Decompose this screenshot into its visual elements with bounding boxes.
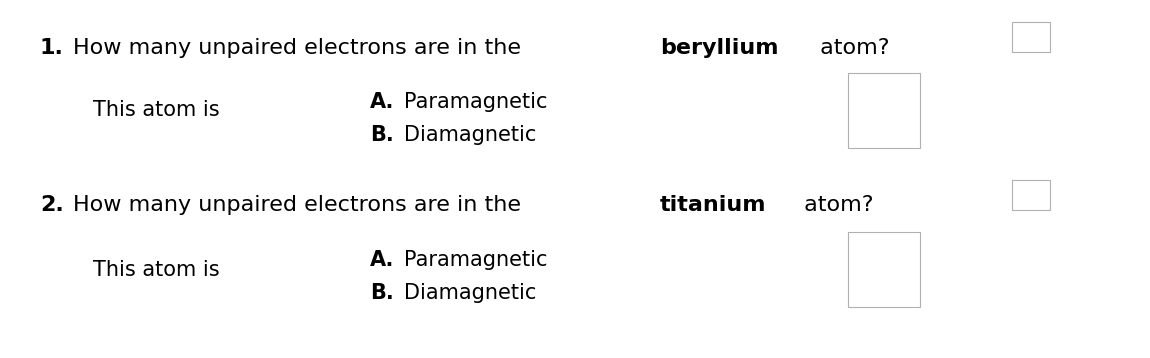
Text: Diamagnetic: Diamagnetic <box>404 283 536 303</box>
Text: 2.: 2. <box>40 195 63 215</box>
Text: B.: B. <box>370 125 393 145</box>
Text: How many unpaired electrons are in the: How many unpaired electrons are in the <box>72 38 528 58</box>
Text: A.: A. <box>370 92 394 112</box>
Text: Diamagnetic: Diamagnetic <box>404 125 536 145</box>
Text: 1.: 1. <box>40 38 64 58</box>
Bar <box>1012 180 1050 210</box>
Bar <box>848 232 920 307</box>
Text: Paramagnetic: Paramagnetic <box>405 92 547 112</box>
Text: How many unpaired electrons are in the: How many unpaired electrons are in the <box>72 195 528 215</box>
Text: This atom is: This atom is <box>93 260 220 280</box>
Text: This atom is: This atom is <box>93 100 220 120</box>
Text: atom?: atom? <box>813 38 889 58</box>
Text: atom?: atom? <box>797 195 874 215</box>
Text: B.: B. <box>370 283 393 303</box>
Text: Paramagnetic: Paramagnetic <box>405 250 547 270</box>
Text: beryllium: beryllium <box>660 38 779 58</box>
Text: A.: A. <box>370 250 394 270</box>
Bar <box>848 73 920 148</box>
Text: titanium: titanium <box>660 195 766 215</box>
Bar <box>1012 22 1050 52</box>
